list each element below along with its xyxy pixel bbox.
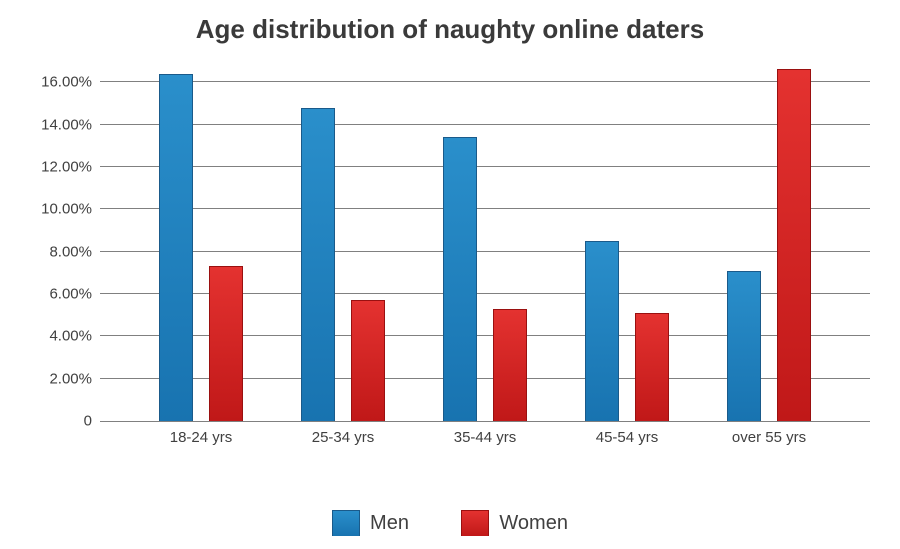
plot-area: 02.00%4.00%6.00%8.00%10.00%12.00%14.00%1… (100, 62, 870, 422)
gridline (100, 208, 870, 209)
y-tick-label: 12.00% (41, 158, 100, 175)
bar-men-3 (585, 241, 619, 421)
bar-men-4 (727, 271, 761, 421)
x-tick-label: over 55 yrs (732, 421, 806, 446)
y-tick-label: 6.00% (49, 285, 100, 302)
y-tick-label: 2.00% (49, 370, 100, 387)
gridline (100, 81, 870, 82)
y-tick-label: 4.00% (49, 328, 100, 345)
gridline (100, 166, 870, 167)
legend: Men Women (0, 510, 900, 541)
y-tick-label: 14.00% (41, 116, 100, 133)
y-tick-label: 0 (84, 413, 100, 430)
bar-women-2 (493, 309, 527, 421)
bar-women-0 (209, 266, 243, 421)
chart-title: Age distribution of naughty online dater… (0, 0, 900, 55)
bar-men-0 (159, 74, 193, 421)
bar-men-1 (301, 108, 335, 421)
legend-label-women: Women (499, 512, 568, 535)
bar-women-3 (635, 313, 669, 421)
legend-item-men: Men (332, 510, 409, 536)
legend-item-women: Women (461, 510, 568, 536)
legend-swatch-women (461, 510, 489, 536)
bar-women-1 (351, 300, 385, 421)
y-tick-label: 8.00% (49, 243, 100, 260)
x-tick-label: 18-24 yrs (170, 421, 233, 446)
y-tick-label: 16.00% (41, 74, 100, 91)
legend-label-men: Men (370, 512, 409, 535)
gridline (100, 251, 870, 252)
x-tick-label: 35-44 yrs (454, 421, 517, 446)
bar-men-2 (443, 137, 477, 421)
x-tick-label: 45-54 yrs (596, 421, 659, 446)
x-tick-label: 25-34 yrs (312, 421, 375, 446)
y-tick-label: 10.00% (41, 201, 100, 218)
chart-container: 0 2.00% 4.00% 6.00% 8.00% 10.00% 12.00% 14.00% 1… (20, 62, 880, 462)
gridline (100, 124, 870, 125)
bar-women-4 (777, 69, 811, 421)
legend-swatch-men (332, 510, 360, 536)
